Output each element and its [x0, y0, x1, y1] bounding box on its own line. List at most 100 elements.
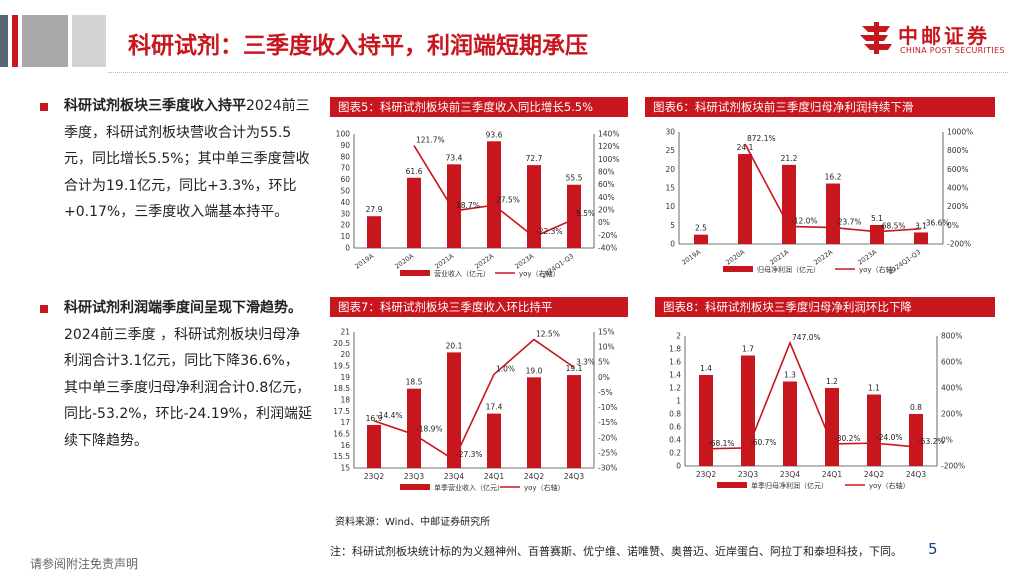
bar-value-label: 24.1: [737, 143, 754, 152]
left-tick-label: 18.5: [333, 384, 350, 393]
bar-value-label: 3.1: [915, 221, 927, 230]
right-tick-label: 400%: [941, 384, 962, 393]
left-tick-label: 20: [340, 350, 350, 359]
right-tick-label: 40%: [598, 193, 615, 202]
legend-line-label: yoy（右轴）: [519, 269, 560, 278]
left-tick-label: 17: [340, 418, 350, 427]
left-tick-label: 0.8: [669, 410, 681, 419]
left-tick-label: 30: [340, 209, 350, 218]
yoy-line: [373, 338, 575, 462]
bar: [367, 424, 381, 468]
bar-value-label: 1.1: [868, 384, 880, 393]
right-tick-label: 5%: [598, 358, 610, 367]
right-tick-label: 10%: [598, 343, 615, 352]
right-tick-label: -15%: [598, 418, 617, 427]
yoy-value-label: -24.0%: [876, 433, 903, 442]
bar-value-label: 1.3: [784, 371, 796, 380]
right-tick-label: 100%: [598, 155, 619, 164]
left-tick-label: 0.4: [669, 436, 681, 445]
left-tick-label: 80: [340, 152, 350, 161]
bar-value-label: 61.6: [406, 167, 423, 176]
bar-value-label: 17.4: [486, 403, 503, 412]
category-label: 2022A: [473, 252, 495, 271]
legend-bar-label: 归母净利润（亿元）: [757, 265, 820, 274]
right-tick-label: 800%: [941, 332, 962, 341]
right-tick-label: 1000%: [947, 128, 973, 137]
right-tick-label: 80%: [598, 168, 615, 177]
left-tick-label: 15.5: [333, 452, 350, 461]
yoy-value-label: -23.7%: [835, 218, 862, 227]
yoy-value-label: 121.7%: [416, 136, 445, 145]
chart7-title: 图表7：科研试剂板块三季度收入环比持平: [330, 297, 628, 317]
right-tick-label: -40%: [598, 244, 617, 253]
bar-value-label: 72.7: [526, 154, 543, 163]
category-label: 2022A: [812, 248, 834, 267]
logo-text-cn: 中邮证券: [898, 24, 990, 48]
category-label: 2020A: [724, 248, 746, 267]
bar-value-label: 20.1: [446, 341, 463, 350]
left-tick-label: 0.2: [669, 449, 681, 458]
right-tick-label: 0%: [598, 218, 610, 227]
right-tick-label: -25%: [598, 448, 617, 457]
left-tick-label: 1: [676, 397, 681, 406]
section-1-body: 2024前三季度，科研试剂板块营收合计为55.5元，同比增长5.5%；其中单三季…: [64, 98, 310, 220]
right-tick-label: -20%: [598, 433, 617, 442]
footnote: 注：科研试剂板块统计标的为义翘神州、百普赛斯、优宁维、诺唯赞、奥普迈、近岸蛋白、…: [330, 545, 902, 558]
left-tick-label: 15: [665, 184, 675, 193]
chart6-title: 图表6：科研试剂板块前三季度归母净利润持续下滑: [645, 97, 995, 117]
right-tick-label: 15%: [598, 328, 615, 337]
yoy-value-label: 12.5%: [536, 330, 560, 339]
bar: [694, 234, 708, 244]
bar: [782, 164, 796, 244]
yoy-value-label: 5.5%: [576, 209, 595, 218]
chart8-title: 图表8：科研试剂板块三季度归母净利润环比下降: [655, 297, 995, 317]
left-tick-label: 5: [670, 221, 675, 230]
bar: [909, 414, 923, 466]
bar-value-label: 1.4: [700, 364, 712, 373]
yoy-value-label: -36.6%: [923, 219, 950, 228]
right-tick-label: 120%: [598, 142, 619, 151]
yoy-value-label: -60.7%: [750, 438, 777, 447]
legend-bar-swatch: [717, 482, 747, 488]
yoy-value-label: 18.7%: [456, 201, 480, 210]
left-tick-label: 20: [665, 165, 675, 174]
left-tick-label: 25: [665, 146, 675, 155]
bar: [447, 164, 461, 248]
yoy-value-label: -68.5%: [879, 222, 906, 231]
right-tick-label: -5%: [598, 388, 613, 397]
right-tick-label: 600%: [941, 358, 962, 367]
page-title: 科研试剂：三季度收入持平，利润端短期承压: [128, 33, 588, 59]
yoy-value-label: -22.3%: [536, 227, 563, 236]
left-tick-label: 19.5: [333, 362, 350, 371]
china-post-logo-icon: [860, 22, 892, 54]
bar-value-label: 19.1: [566, 364, 583, 373]
right-tick-label: 20%: [598, 206, 615, 215]
left-tick-label: 20.5: [333, 339, 350, 348]
left-tick-label: 17.5: [333, 407, 350, 416]
bar: [487, 141, 501, 248]
bullet-icon: [40, 103, 48, 111]
bar: [783, 381, 797, 466]
bar-value-label: 5.1: [871, 214, 883, 223]
yoy-line: [413, 145, 575, 238]
chart5-title: 图表5：科研试剂板块前三季度收入同比增长5.5%: [330, 97, 628, 117]
bar-value-label: 93.6: [486, 130, 503, 139]
category-label: 2021A: [433, 252, 455, 271]
right-tick-label: -200%: [947, 240, 971, 249]
bar-value-label: 16.9: [366, 414, 383, 423]
right-tick-label: -200%: [941, 462, 965, 471]
left-tick-label: 0.6: [669, 423, 681, 432]
left-tick-label: 2: [676, 332, 681, 341]
section-2-body: 2024前三季度 ，科研试剂板块归母净利润合计3.1亿元，同比下降36.6%，其…: [64, 326, 312, 449]
legend-line-label: yoy（右轴）: [859, 265, 900, 274]
bar-value-label: 1.2: [826, 377, 838, 386]
section-2-heading: 科研试剂利润端季度间呈现下滑趋势。: [64, 300, 302, 316]
yoy-line: [744, 143, 922, 233]
yoy-value-label: -18.9%: [416, 424, 443, 433]
yoy-value-label: 27.5%: [496, 195, 520, 204]
category-label: 2021A: [768, 248, 790, 267]
left-tick-label: 70: [340, 164, 350, 173]
bar-value-label: 16.2: [825, 173, 842, 182]
bar-value-label: 73.4: [446, 153, 463, 162]
left-tick-label: 10: [340, 232, 350, 241]
